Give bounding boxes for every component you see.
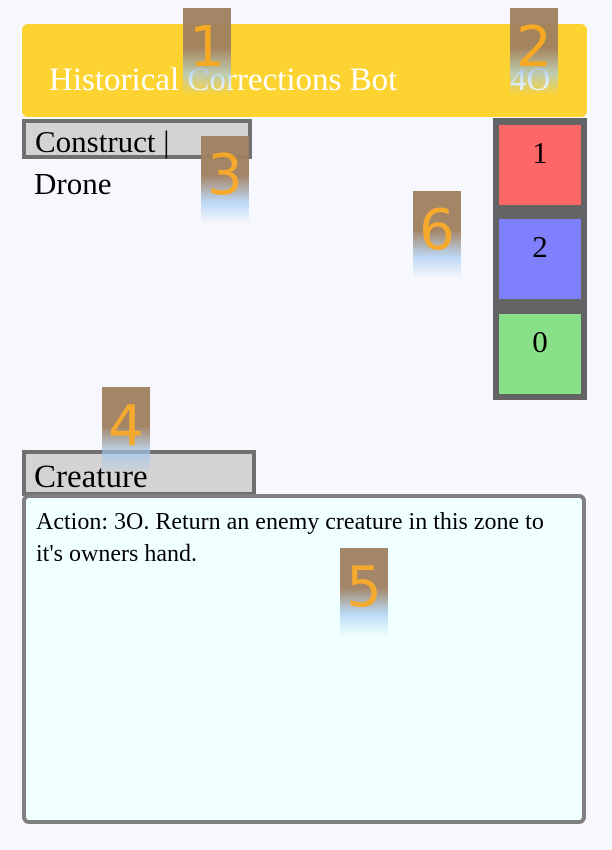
rules-text: Action: 3O. Return an enemy creature in …: [36, 509, 544, 567]
stats-column: 1 2 0: [493, 118, 587, 400]
stat-red: 1: [499, 125, 581, 205]
badge-6: 6: [413, 191, 461, 279]
badge-3: 3: [201, 136, 249, 224]
title-bar: Historical Corrections Bot 4O: [22, 24, 587, 117]
stat-blue: 2: [499, 219, 581, 299]
badge-1: 1: [183, 8, 231, 96]
badge-2: 2: [510, 8, 558, 96]
badge-4: 4: [102, 387, 150, 475]
subtype-label: Construct |: [35, 124, 170, 159]
stat-green: 0: [499, 314, 581, 394]
badge-5: 5: [340, 548, 388, 636]
rules-text-box: Action: 3O. Return an enemy creature in …: [22, 494, 586, 824]
subtype-label-continued: Drone: [34, 166, 112, 201]
